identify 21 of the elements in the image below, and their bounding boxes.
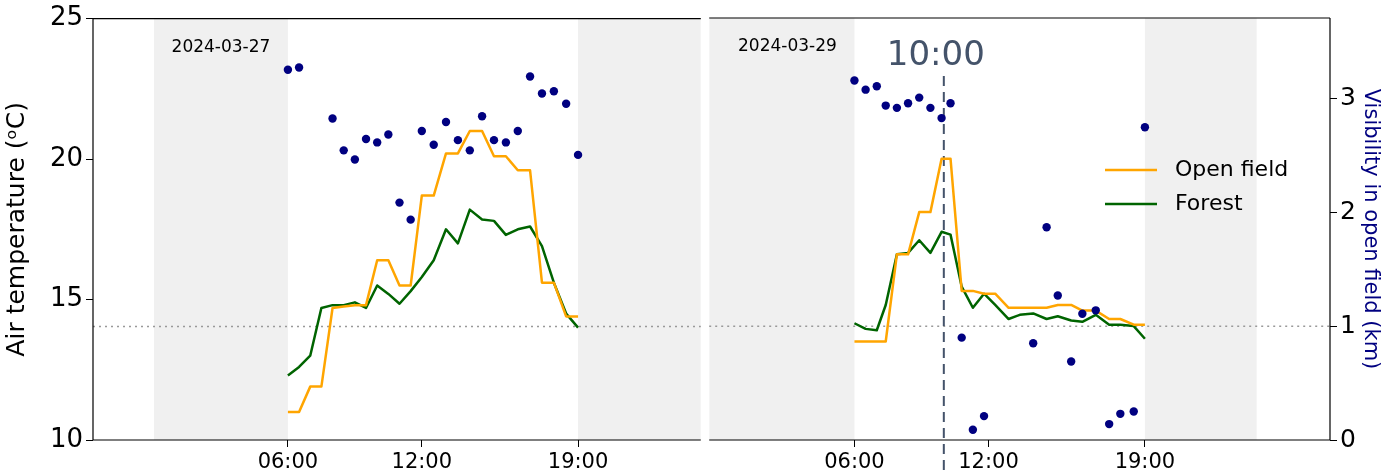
legend-label: Forest [1175, 189, 1243, 215]
y2-tick-label: 3 [1340, 82, 1356, 112]
y2-tick-label: 0 [1340, 423, 1356, 453]
x-tick-label: 12:00 [958, 449, 1019, 474]
y-tick-label: 15 [49, 282, 83, 313]
annotation: 2024-03-29 [738, 35, 837, 56]
x-tick-label: 19:00 [1114, 449, 1176, 474]
y-tick-label: 20 [49, 141, 83, 172]
ref-line-label: 10:00 [886, 32, 985, 73]
y-tick-label: 10 [49, 422, 83, 453]
legend-label: Open field [1175, 155, 1289, 181]
x-tick-label: 19:00 [547, 449, 609, 474]
x-tick-label: 06:00 [824, 449, 885, 474]
y-tick-label: 25 [49, 1, 83, 32]
y2-tick-label: 2 [1340, 196, 1356, 226]
y2-axis-title: Visibility in open field (km) [1359, 88, 1384, 370]
y2-tick-label: 1 [1340, 309, 1356, 339]
annotation: 2024-03-27 [171, 36, 271, 57]
x-tick-label: 06:00 [257, 449, 319, 474]
y-axis-title: Air temperature (ᵒC) [0, 101, 30, 357]
x-tick-label: 12:00 [391, 449, 453, 474]
